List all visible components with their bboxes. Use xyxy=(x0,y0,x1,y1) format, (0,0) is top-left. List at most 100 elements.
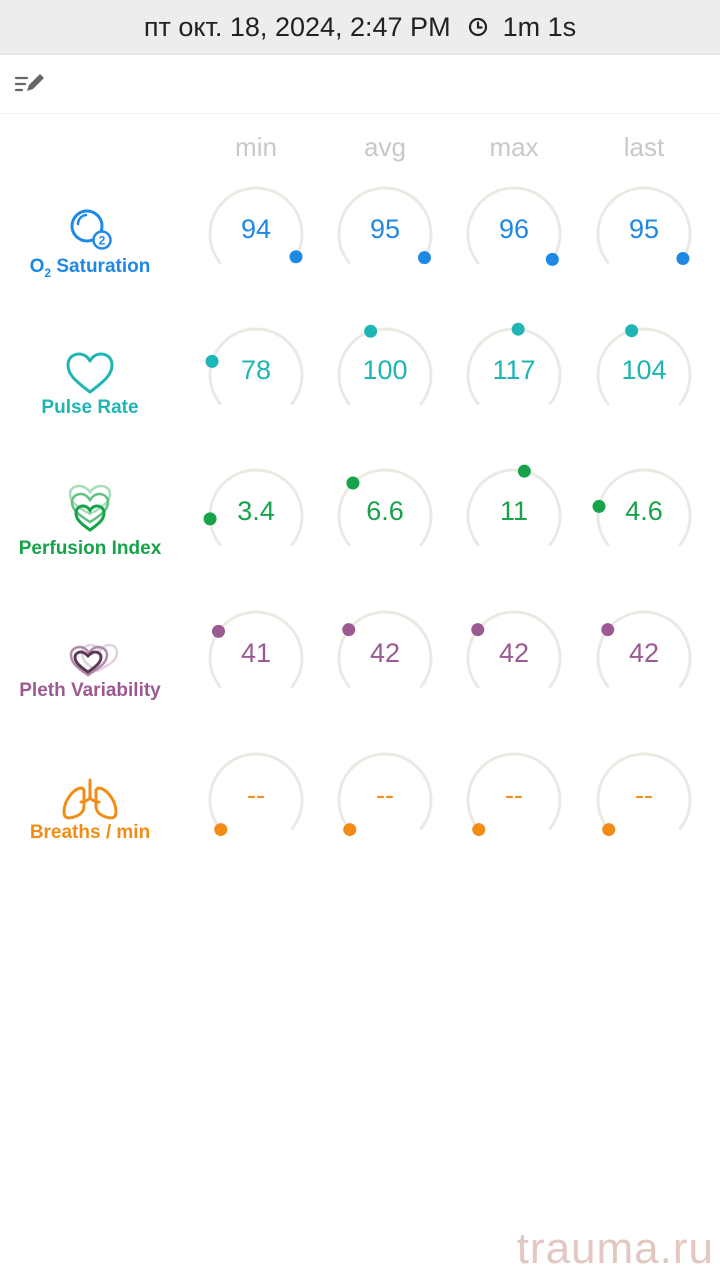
metric-label-main: O xyxy=(29,256,45,277)
gauge-indicator-dot xyxy=(214,823,228,837)
gauge-dial xyxy=(596,186,692,266)
gauge-dial xyxy=(466,610,562,689)
gauge-pvi-last[interactable]: 42 xyxy=(592,608,696,708)
metric-row-pulse: Pulse Rate 78 100 117 104 xyxy=(0,322,720,472)
gauge-indicator-dot xyxy=(212,624,226,638)
session-datetime: пт окт. 18, 2024, 2:47 PM xyxy=(143,11,451,42)
gauge-value: -- xyxy=(247,780,265,810)
gauge-indicator-dot xyxy=(676,252,690,266)
metric-label-pulse: Pulse Rate xyxy=(41,397,139,418)
gauge-pulse-avg[interactable]: 100 xyxy=(333,324,437,425)
gauge-track xyxy=(337,327,433,406)
gauge-spo2-last[interactable]: 95 xyxy=(592,184,696,284)
metric-row-spo2: 2 O2 Saturation 94 95 96 95 xyxy=(0,186,720,331)
gauge-dial xyxy=(466,752,562,837)
gauge-track xyxy=(208,610,304,689)
gauge-value: 6.6 xyxy=(366,496,404,526)
gauge-pulse-max[interactable]: 117 xyxy=(462,322,566,425)
gauge-track xyxy=(596,752,692,831)
gauge-track xyxy=(466,610,562,689)
clock-icon xyxy=(468,17,487,37)
svg-text:2: 2 xyxy=(99,234,106,248)
gauge-value: 11 xyxy=(499,496,529,526)
gauge-value: 4.6 xyxy=(625,496,663,526)
gauge-pulse-min[interactable]: 78 xyxy=(204,325,308,425)
gauge-track xyxy=(337,186,433,265)
gauge-indicator-dot xyxy=(601,623,615,637)
gauge-value: 41 xyxy=(240,638,272,668)
toolbar xyxy=(0,55,720,114)
gauge-track xyxy=(337,610,433,689)
gauge-value: -- xyxy=(505,780,523,810)
gauge-rr-last[interactable]: -- xyxy=(592,750,696,850)
gauge-dial xyxy=(337,468,433,547)
column-header-min: min xyxy=(235,132,277,162)
metric-label-rr: Breaths / min xyxy=(29,822,151,843)
gauge-rr-avg[interactable]: -- xyxy=(333,750,437,850)
gauge-track xyxy=(337,468,433,547)
column-header-last: last xyxy=(623,132,665,162)
gauge-dial xyxy=(466,186,562,266)
status-bar: пт окт. 18, 2024, 2:47 PM 1m 1s xyxy=(0,0,720,55)
metric-label-spo2: O2 Saturation xyxy=(0,256,180,280)
metric-label-pi: Perfusion Index xyxy=(18,538,162,559)
gauge-pi-avg[interactable]: 6.6 xyxy=(333,466,437,566)
gauge-track xyxy=(596,610,692,689)
gauge-track xyxy=(208,186,304,265)
gauge-dial xyxy=(596,752,692,837)
o2-bubble-icon: 2 xyxy=(70,209,112,250)
metric-row-pi: Perfusion Index 3.4 6.6 11 4.6 xyxy=(0,464,720,613)
gauge-indicator-dot xyxy=(203,512,217,526)
metric-row-pvi: Pleth Variability 41 42 42 42 xyxy=(0,610,720,755)
metric-row-rr: Breaths / min -- -- -- -- xyxy=(0,752,720,897)
gauge-rr-min[interactable]: -- xyxy=(204,750,308,850)
metric-label-subscript: 2 xyxy=(44,265,52,280)
gauge-track xyxy=(596,327,692,406)
pleth-hearts-icon xyxy=(69,643,119,677)
gauge-value: 104 xyxy=(621,355,667,385)
edit-list-icon xyxy=(14,74,44,92)
gauge-dial xyxy=(208,186,304,265)
gauge-value: -- xyxy=(376,780,394,810)
gauge-pulse-last[interactable]: 104 xyxy=(592,324,696,425)
gauge-spo2-avg[interactable]: 95 xyxy=(333,184,437,284)
gauge-value: 100 xyxy=(362,355,408,385)
metric-label-rest: Saturation xyxy=(51,256,151,277)
gauge-pi-min[interactable]: 3.4 xyxy=(203,466,308,566)
edit-list-button[interactable] xyxy=(12,69,48,99)
gauge-dial xyxy=(466,464,562,547)
gauge-indicator-dot xyxy=(545,252,559,266)
gauge-pi-last[interactable]: 4.6 xyxy=(592,466,696,566)
gauge-pvi-min[interactable]: 41 xyxy=(204,608,308,708)
gauge-pi-max[interactable]: 11 xyxy=(462,464,566,566)
gauge-dial xyxy=(596,610,692,689)
gauge-indicator-dot xyxy=(471,623,485,637)
gauge-value: 42 xyxy=(369,638,401,668)
gauge-value: -- xyxy=(635,780,653,810)
gauge-pvi-max[interactable]: 42 xyxy=(462,608,566,708)
gauge-indicator-dot xyxy=(511,322,525,336)
gauge-dial xyxy=(337,610,433,689)
gauge-rr-max[interactable]: -- xyxy=(462,750,566,850)
gauge-value: 117 xyxy=(492,355,536,385)
gauge-dial xyxy=(466,322,562,406)
gauge-dial xyxy=(337,752,433,837)
gauge-indicator-dot xyxy=(364,324,378,338)
gauge-spo2-min[interactable]: 94 xyxy=(204,184,308,284)
watermark: trauma.ru xyxy=(516,1224,714,1273)
gauge-value: 95 xyxy=(628,214,660,244)
heart-outline-icon xyxy=(66,352,114,394)
gauge-dial xyxy=(592,468,692,547)
gauge-value: 42 xyxy=(498,638,530,668)
gauge-indicator-dot xyxy=(592,499,606,513)
gauge-value: 42 xyxy=(628,638,660,668)
metric-label-pvi: Pleth Variability xyxy=(19,680,161,701)
gauge-pvi-avg[interactable]: 42 xyxy=(333,608,437,708)
gauge-indicator-dot xyxy=(343,823,357,837)
column-header-max: max xyxy=(489,132,539,162)
gauge-spo2-max[interactable]: 96 xyxy=(462,184,566,284)
gauge-indicator-dot xyxy=(417,251,431,265)
gauge-indicator-dot xyxy=(342,623,356,637)
gauge-indicator-dot xyxy=(346,476,360,490)
gauge-track xyxy=(466,468,562,547)
